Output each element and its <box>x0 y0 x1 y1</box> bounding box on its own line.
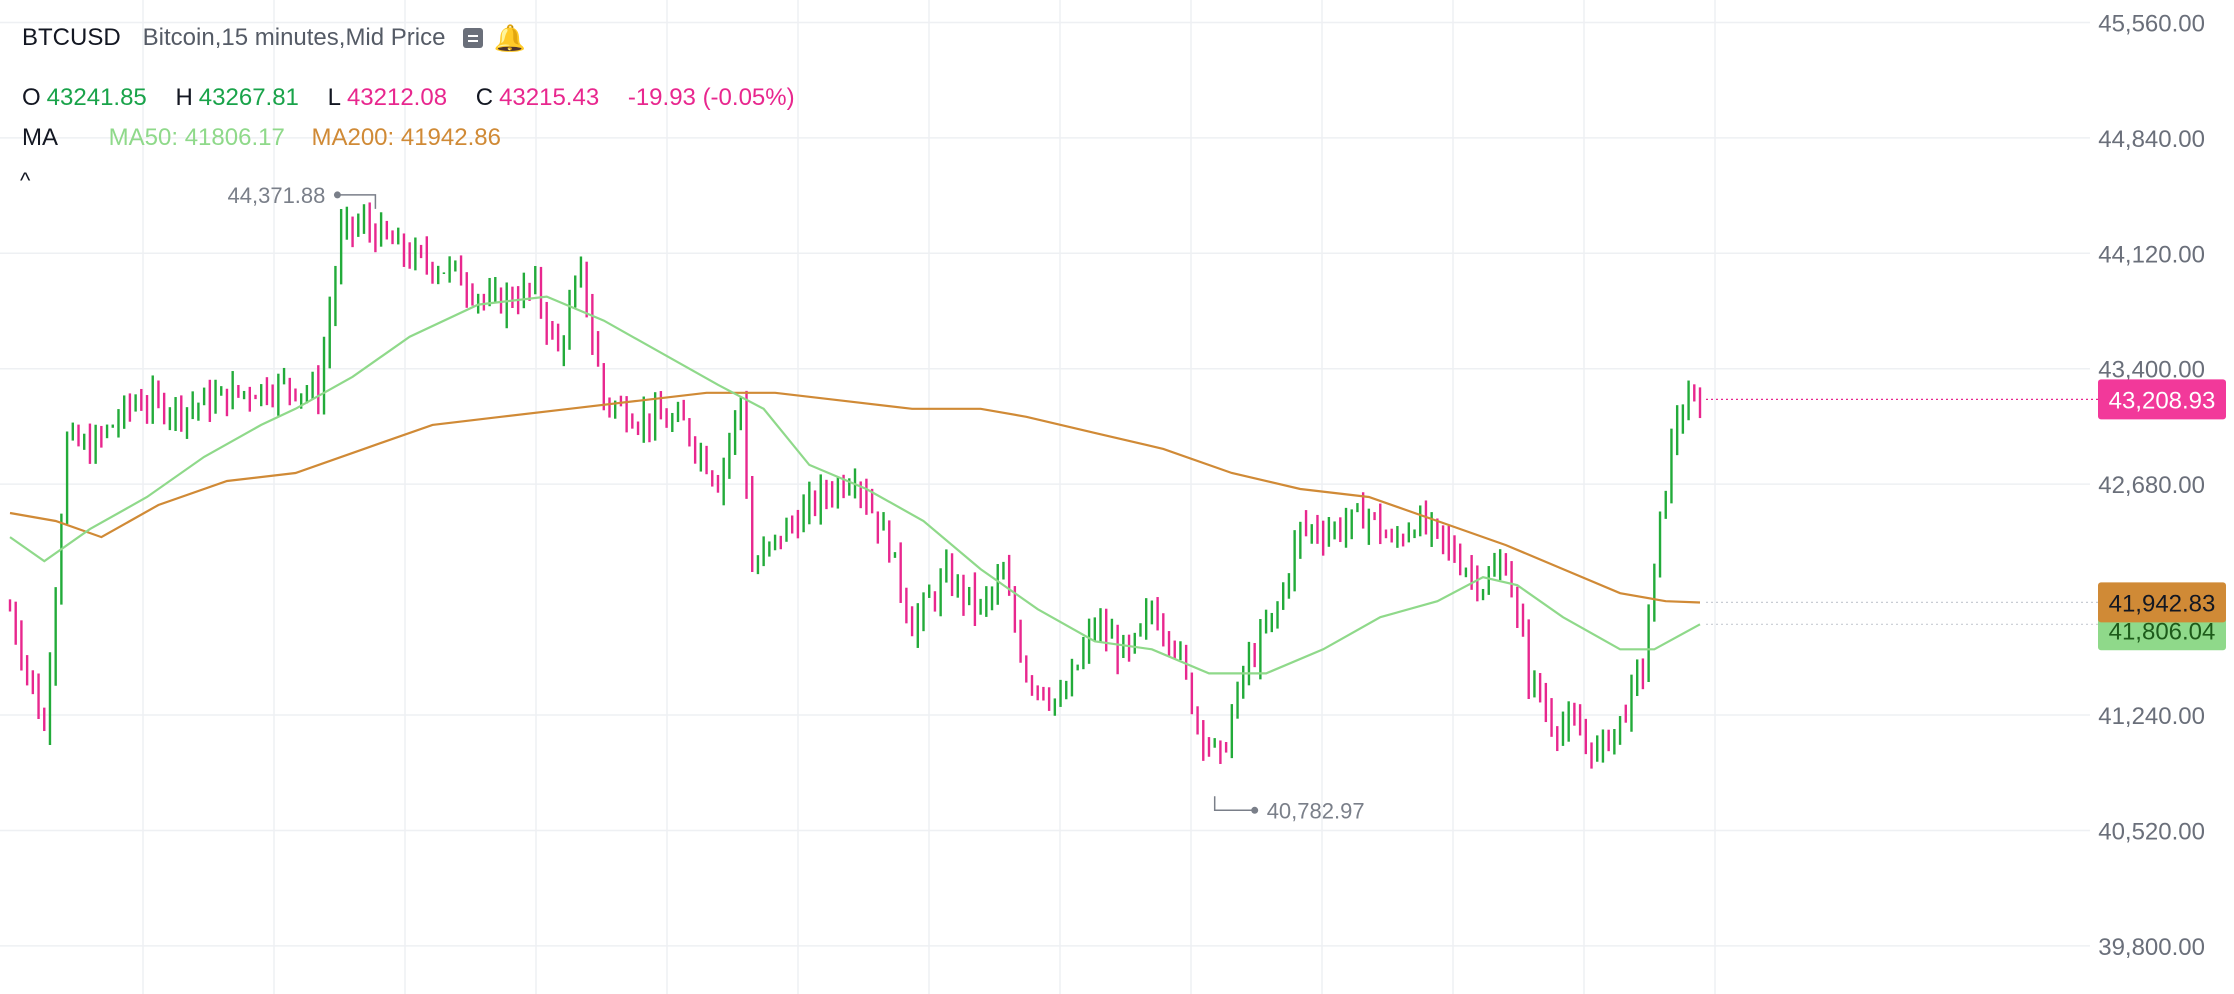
ma200-value: MA200: 41942.86 <box>311 124 501 151</box>
symbol-name[interactable]: BTCUSD <box>22 24 121 51</box>
axis-tick-label: 44,840.00 <box>2098 126 2205 153</box>
axis-tick-label: 39,800.00 <box>2098 934 2205 961</box>
high-value: 43267.81 <box>198 84 299 111</box>
low-leader-dot <box>1251 806 1259 814</box>
high-label: H <box>175 84 193 111</box>
close-label: C <box>475 84 494 111</box>
close-value: 43215.43 <box>499 84 600 111</box>
ma200-line <box>9 391 1701 604</box>
axis-tick-label: 42,680.00 <box>2098 472 2205 499</box>
note-icon[interactable] <box>463 28 484 48</box>
candles <box>8 202 1702 769</box>
ma-indicator-title[interactable]: MA <box>22 124 58 151</box>
low-value: 43212.08 <box>346 84 448 111</box>
price-axis[interactable]: 45,560.00 44,840.00 44,120.00 43,400.00 42,6… <box>2098 10 2205 960</box>
symbol-description: Bitcoin,15 minutes,Mid Price <box>142 24 446 51</box>
axis-tick-label: 41,240.00 <box>2098 703 2205 730</box>
high-leader <box>337 194 377 209</box>
chart-grid <box>0 0 2090 994</box>
open-label: O <box>22 84 41 111</box>
collapse-legend-icon[interactable]: ^ <box>20 168 31 193</box>
low-label: L <box>327 84 341 111</box>
axis-tick-label: 44,120.00 <box>2098 241 2205 268</box>
ma200-price-tag: 41,942.83 <box>2109 590 2216 617</box>
change-value: -19.93 (-0.05%) <box>627 84 795 111</box>
annotations: 44,371.88 40,782.97 <box>228 183 1365 823</box>
ma50-price-tag: 41,806.04 <box>2109 618 2216 645</box>
open-value: 43241.85 <box>46 84 147 111</box>
low-annotation: 40,782.97 <box>1267 798 1365 823</box>
ma50-line <box>9 295 1701 675</box>
high-annotation: 44,371.88 <box>228 183 326 208</box>
ma50-value: MA50: 41806.17 <box>108 124 285 151</box>
last-price-tag: 43,208.93 <box>2109 387 2216 414</box>
ma200-price-tag-bg <box>2098 582 2226 623</box>
last-price-tag-bg <box>2098 379 2226 420</box>
high-leader-dot <box>333 191 341 199</box>
axis-tick-label: 45,560.00 <box>2098 10 2205 37</box>
indicator-row[interactable]: MA MA50: 41806.17 MA200: 41942.86 <box>22 124 501 152</box>
ohlc-row: O 43241.85 H 43267.81 L 43212.08 C 43215.43 … <box>22 84 795 112</box>
low-leader <box>1213 796 1255 812</box>
bell-icon[interactable]: 🔔 <box>493 23 526 53</box>
axis-tick-label: 40,520.00 <box>2098 818 2205 845</box>
symbol-row: BTCUSD Bitcoin,15 minutes,Mid Price 🔔 <box>22 24 526 52</box>
axis-tick-label: 43,400.00 <box>2098 357 2205 384</box>
